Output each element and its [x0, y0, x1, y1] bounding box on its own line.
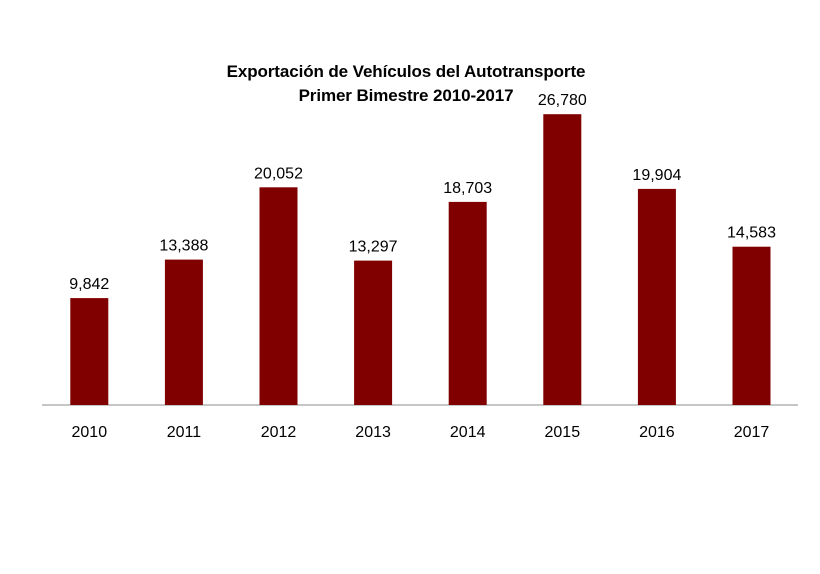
- chart-title: Exportación de Vehículos del Autotranspo…: [226, 62, 586, 81]
- bar-2011: [164, 259, 203, 405]
- x-tick-label-2014: 2014: [450, 424, 486, 441]
- bar-2014: [448, 201, 487, 405]
- x-tick-label-2016: 2016: [639, 424, 675, 441]
- bar-2012: [259, 187, 298, 405]
- bar-2017: [732, 246, 771, 405]
- bar-2016: [637, 188, 676, 405]
- bar-2015: [543, 114, 582, 405]
- bar-2010: [70, 298, 109, 405]
- data-label-2011: 13,388: [159, 238, 208, 255]
- data-label-2016: 19,904: [632, 167, 681, 184]
- data-label-2013: 13,297: [349, 239, 398, 256]
- x-tick-label-2011: 2011: [167, 424, 202, 441]
- chart-subtitle: Primer Bimestre 2010-2017: [298, 86, 514, 105]
- data-label-2010: 9,842: [69, 276, 109, 293]
- data-label-2017: 14,583: [727, 225, 776, 242]
- data-label-2012: 20,052: [254, 165, 303, 182]
- x-tick-label-2012: 2012: [261, 424, 297, 441]
- data-label-2015: 26,780: [538, 92, 587, 109]
- x-tick-label-2017: 2017: [734, 424, 770, 441]
- data-label-2014: 18,703: [443, 180, 492, 197]
- x-tick-label-2010: 2010: [72, 424, 108, 441]
- bar-2013: [354, 260, 393, 405]
- x-tick-label-2015: 2015: [545, 424, 581, 441]
- x-tick-label-2013: 2013: [355, 424, 391, 441]
